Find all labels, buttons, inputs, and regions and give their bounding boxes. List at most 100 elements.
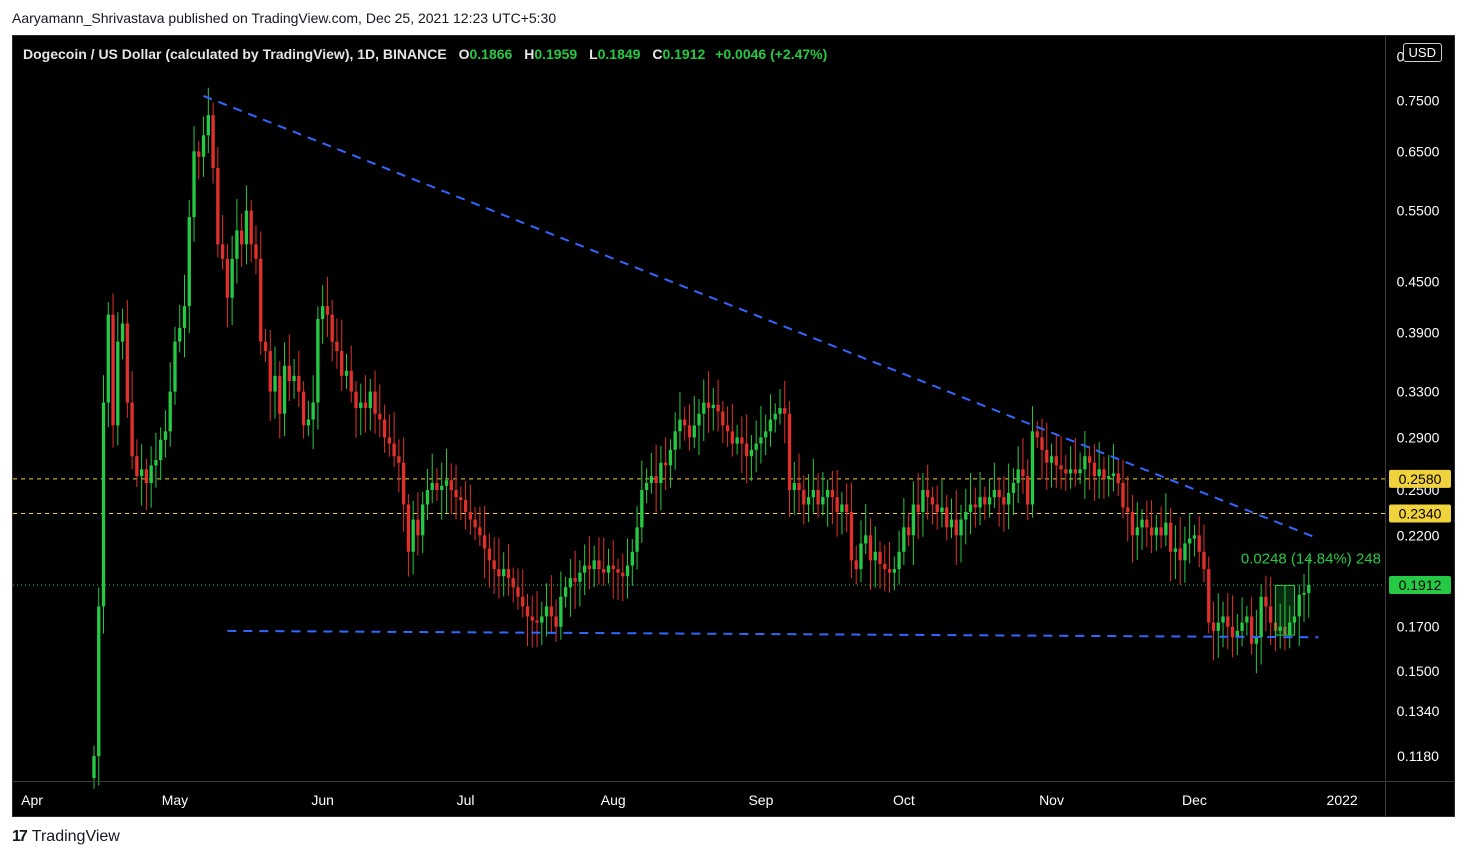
candle xyxy=(663,437,668,491)
candle xyxy=(625,538,630,599)
candle xyxy=(778,389,782,425)
candle xyxy=(1211,601,1216,661)
candle xyxy=(768,394,773,447)
candle xyxy=(287,334,291,402)
candle-body xyxy=(744,443,749,457)
candle-body xyxy=(859,543,863,570)
candle xyxy=(740,416,744,474)
price-tick-label: 0.1180 xyxy=(1397,748,1439,764)
candle-body xyxy=(359,402,363,409)
candle xyxy=(101,375,106,634)
time-axis[interactable]: Apr May Jun Jul Aug Sep Oct Nov Dec 2022 xyxy=(13,781,1454,809)
candle-body xyxy=(597,560,601,570)
candle-body xyxy=(883,563,887,570)
candle xyxy=(239,213,244,267)
candles xyxy=(92,87,1311,789)
time-tick-label: Dec xyxy=(1182,792,1207,808)
chart-frame[interactable]: 0.0248 (14.84%) 248 0.85000.75000.65000.… xyxy=(12,35,1455,817)
candle xyxy=(144,458,149,511)
candle xyxy=(721,401,725,444)
candle-body xyxy=(1021,469,1025,477)
time-tick-label: Aug xyxy=(601,792,626,808)
trendline-0[interactable] xyxy=(203,94,1319,540)
candle-body xyxy=(578,572,582,582)
candle-body xyxy=(911,504,916,536)
candle-body xyxy=(711,404,715,409)
currency-button[interactable]: USD xyxy=(1402,43,1442,62)
candle-body xyxy=(725,425,730,432)
tradingview-brand[interactable]: 17 TradingView xyxy=(12,828,120,846)
candle xyxy=(1307,557,1311,618)
candle-body xyxy=(316,319,320,403)
candle xyxy=(1045,422,1049,490)
candle xyxy=(992,462,997,508)
candle xyxy=(887,541,892,593)
candle-body xyxy=(921,490,925,512)
candle-body xyxy=(516,587,520,597)
candle xyxy=(806,474,811,523)
candle-body xyxy=(130,402,134,457)
price-axis[interactable]: 0.85000.75000.65000.55000.45000.39000.33… xyxy=(1385,36,1452,816)
time-tick-label: Jun xyxy=(311,792,334,808)
candle xyxy=(968,473,973,535)
candle xyxy=(292,358,296,399)
candle xyxy=(1092,443,1097,501)
candle-body xyxy=(1211,622,1216,631)
candle-body xyxy=(535,620,539,623)
candle-body xyxy=(540,616,544,623)
candle xyxy=(1130,495,1135,563)
candle-body xyxy=(997,490,1001,498)
candle-body xyxy=(1073,469,1078,474)
candle-body xyxy=(1192,535,1197,539)
price-tick-label: 0.2900 xyxy=(1397,429,1440,445)
candle-body xyxy=(163,431,168,440)
candle-body xyxy=(144,469,149,483)
candle xyxy=(1107,455,1111,497)
time-tick-label: Sep xyxy=(748,792,773,808)
price-tick-label: 0.1340 xyxy=(1397,703,1440,719)
candle xyxy=(440,462,444,520)
candle xyxy=(349,345,353,403)
candle-body xyxy=(92,756,96,779)
candle xyxy=(359,383,363,436)
price-tick-label: 0.4500 xyxy=(1397,274,1440,290)
last-price-badge-label: 0.1912 xyxy=(1399,577,1442,593)
candle xyxy=(306,400,311,437)
symbol-header: Dogecoin / US Dollar (calculated by Trad… xyxy=(23,46,827,62)
candle xyxy=(1207,556,1211,634)
candle xyxy=(697,399,701,455)
candle-body xyxy=(220,244,225,259)
symbol-title: Dogecoin / US Dollar (calculated by Trad… xyxy=(23,46,447,62)
candle xyxy=(973,487,977,528)
candle-body xyxy=(1307,585,1311,593)
candle xyxy=(816,473,820,518)
candle-body xyxy=(478,527,482,536)
level-badge-0 xyxy=(1389,469,1451,488)
candle-body xyxy=(506,569,511,579)
candle xyxy=(683,406,687,441)
candle-body xyxy=(635,527,639,552)
candle xyxy=(325,276,330,338)
candle xyxy=(149,446,153,508)
candle-body xyxy=(468,511,473,520)
chart-canvas[interactable]: 0.0248 (14.84%) 248 0.85000.75000.65000.… xyxy=(13,36,1454,816)
candle xyxy=(925,464,930,520)
candle xyxy=(92,745,96,789)
candle-body xyxy=(201,135,206,157)
candle-body xyxy=(101,402,106,607)
candle-body xyxy=(978,497,982,508)
candle-body xyxy=(840,504,844,512)
candle xyxy=(578,560,582,607)
candle-body xyxy=(435,482,439,491)
candle xyxy=(773,403,777,433)
candle xyxy=(892,556,896,591)
candle xyxy=(478,506,482,547)
price-tick-label: 0.5500 xyxy=(1397,203,1440,219)
candle xyxy=(959,504,963,563)
candle-body xyxy=(235,230,239,259)
candle xyxy=(878,541,882,589)
candle xyxy=(997,477,1001,527)
trendline-1[interactable] xyxy=(227,629,1319,639)
candle-body xyxy=(1168,522,1173,552)
candle xyxy=(563,576,568,608)
